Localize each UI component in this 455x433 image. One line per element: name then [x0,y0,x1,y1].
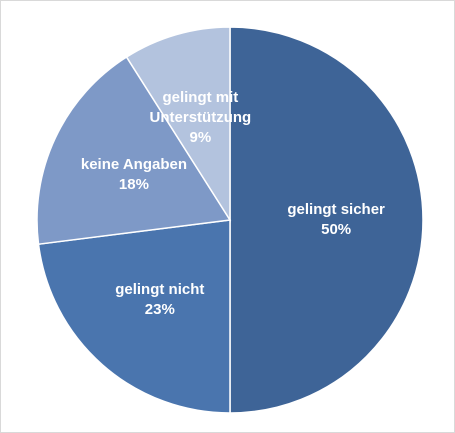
slice-label: gelingt mit Unterstützung 9% [135,88,265,148]
slice-label: keine Angaben 18% [69,155,199,195]
value-label: 50% [321,221,352,238]
pie-slice [229,26,424,414]
value-label: 18% [118,175,149,193]
category-label: gelingt mit Unterstützung [149,89,252,127]
slice-label: gelingt nicht 23% [95,280,225,320]
slice-label: gelingt sicher 50% [271,200,401,240]
pie-slice [37,219,231,414]
category-label: gelingt nicht [115,280,205,298]
value-label: 23% [144,300,175,318]
category-label: gelingt sicher [287,201,385,218]
pie-slice [125,26,231,223]
pie-slice [36,56,232,246]
value-label: 9% [189,129,212,147]
category-label: keine Angaben [80,155,187,173]
